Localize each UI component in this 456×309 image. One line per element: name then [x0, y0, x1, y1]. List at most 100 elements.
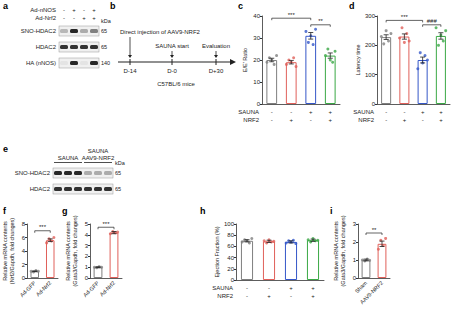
svg-text:0: 0 — [353, 275, 357, 281]
svg-text:20: 20 — [227, 266, 234, 272]
svg-text:HA (nNOS): HA (nNOS) — [26, 60, 56, 66]
svg-text:20: 20 — [253, 57, 260, 63]
svg-text:30: 30 — [253, 35, 260, 41]
svg-text:SAUNA: SAUNA — [212, 285, 233, 291]
svg-text:65: 65 — [115, 170, 121, 176]
svg-text:Ad-Nrf2: Ad-Nrf2 — [35, 15, 56, 21]
svg-text:g: g — [62, 206, 68, 216]
svg-text:###: ### — [427, 18, 438, 24]
svg-text:0: 0 — [231, 277, 235, 283]
svg-text:300: 300 — [365, 13, 376, 19]
svg-text:-: - — [385, 109, 387, 115]
svg-text:40: 40 — [227, 255, 234, 261]
svg-text:d: d — [349, 1, 355, 11]
svg-text:***: *** — [288, 12, 296, 18]
svg-text:100: 100 — [365, 72, 376, 78]
svg-text:-: - — [422, 117, 424, 123]
svg-text:Relative mRNA contents: Relative mRNA contents — [2, 221, 8, 281]
svg-text:SAUNA: SAUNA — [353, 109, 374, 115]
svg-text:2: 2 — [85, 253, 89, 259]
svg-text:+: + — [289, 117, 293, 123]
svg-text:SAUNA: SAUNA — [238, 109, 259, 115]
svg-text:+: + — [439, 117, 443, 123]
svg-text:4: 4 — [85, 232, 89, 238]
svg-text:-: - — [385, 117, 387, 123]
svg-text:-: - — [246, 293, 248, 299]
svg-text:NRF2: NRF2 — [243, 117, 259, 123]
svg-text:8: 8 — [22, 221, 26, 227]
svg-text:-: - — [63, 15, 65, 21]
svg-text:+: + — [311, 293, 315, 299]
svg-text:-: - — [63, 7, 65, 13]
svg-text:SAUNA start: SAUNA start — [155, 43, 189, 49]
svg-text:a: a — [3, 1, 9, 11]
svg-text:+: + — [309, 109, 313, 115]
svg-text:Latency time: Latency time — [355, 44, 361, 75]
svg-text:0: 0 — [257, 101, 261, 107]
svg-text:(Gata3/Gapdh, fold changes): (Gata3/Gapdh, fold changes) — [340, 215, 346, 286]
svg-text:+: + — [92, 15, 96, 21]
svg-text:40: 40 — [253, 13, 260, 19]
svg-text:Ad-GFP: Ad-GFP — [82, 280, 100, 298]
svg-text:+: + — [439, 109, 443, 115]
svg-text:65: 65 — [101, 28, 107, 34]
svg-text:+: + — [267, 293, 271, 299]
svg-text:-: - — [310, 117, 312, 123]
svg-text:Ad-nNOS: Ad-nNOS — [30, 7, 56, 13]
svg-text:140: 140 — [101, 60, 110, 66]
svg-text:(Nrf2/Gapdh, fold changes): (Nrf2/Gapdh, fold changes) — [9, 218, 15, 285]
svg-text:-: - — [290, 109, 292, 115]
svg-text:-: - — [73, 15, 75, 21]
svg-text:NRF2: NRF2 — [358, 117, 374, 123]
svg-text:1: 1 — [353, 257, 357, 263]
svg-text:2: 2 — [353, 239, 357, 245]
svg-text:0: 0 — [85, 275, 89, 281]
svg-text:-: - — [268, 285, 270, 291]
svg-text:6: 6 — [22, 235, 26, 241]
svg-text:200: 200 — [365, 42, 376, 48]
svg-text:e: e — [3, 144, 8, 154]
svg-text:+: + — [92, 7, 96, 13]
svg-text:+: + — [72, 7, 76, 13]
svg-text:-: - — [271, 109, 273, 115]
svg-text:-: - — [246, 285, 248, 291]
svg-text:SAUNAAAV9-NRF2: SAUNAAAV9-NRF2 — [82, 148, 115, 161]
svg-text:***: *** — [39, 224, 47, 230]
svg-text:***: *** — [102, 221, 110, 227]
svg-text:kDa: kDa — [115, 160, 126, 166]
svg-text:100: 100 — [224, 221, 235, 227]
svg-text:h: h — [200, 206, 206, 216]
svg-text:4: 4 — [22, 248, 26, 254]
svg-text:D-14: D-14 — [123, 68, 137, 74]
svg-text:SAUNA: SAUNA — [58, 155, 79, 161]
svg-text:**: ** — [318, 18, 323, 24]
svg-text:+: + — [82, 15, 86, 21]
svg-text:65: 65 — [115, 186, 121, 192]
svg-text:-: - — [271, 117, 273, 123]
svg-text:**: ** — [372, 227, 377, 233]
svg-text:-: - — [403, 109, 405, 115]
svg-text:f: f — [3, 206, 7, 216]
svg-text:(Gata3/Gapdh, fold changes): (Gata3/Gapdh, fold changes) — [72, 215, 78, 286]
svg-text:Ad-Nrf2: Ad-Nrf2 — [99, 280, 117, 298]
svg-text:0: 0 — [372, 101, 376, 107]
svg-text:0: 0 — [22, 275, 26, 281]
svg-text:3: 3 — [85, 243, 89, 249]
svg-text:AAV9-NRF2: AAV9-NRF2 — [359, 280, 384, 305]
svg-text:2: 2 — [22, 262, 26, 268]
svg-text:80: 80 — [227, 232, 234, 238]
svg-text:***: *** — [401, 14, 409, 20]
svg-text:-: - — [83, 7, 85, 13]
svg-text:+: + — [289, 285, 293, 291]
svg-text:5: 5 — [85, 221, 89, 227]
svg-text:+: + — [328, 117, 332, 123]
svg-text:+: + — [328, 109, 332, 115]
svg-text:-: - — [290, 293, 292, 299]
svg-text:+: + — [403, 117, 407, 123]
svg-text:b: b — [110, 1, 116, 11]
svg-text:Ad-GFP: Ad-GFP — [19, 280, 37, 298]
svg-text:+: + — [421, 109, 425, 115]
svg-text:HDAC2: HDAC2 — [30, 186, 51, 192]
svg-text:kDa: kDa — [101, 18, 112, 24]
svg-text:Relative mRNA contents: Relative mRNA contents — [333, 221, 339, 281]
